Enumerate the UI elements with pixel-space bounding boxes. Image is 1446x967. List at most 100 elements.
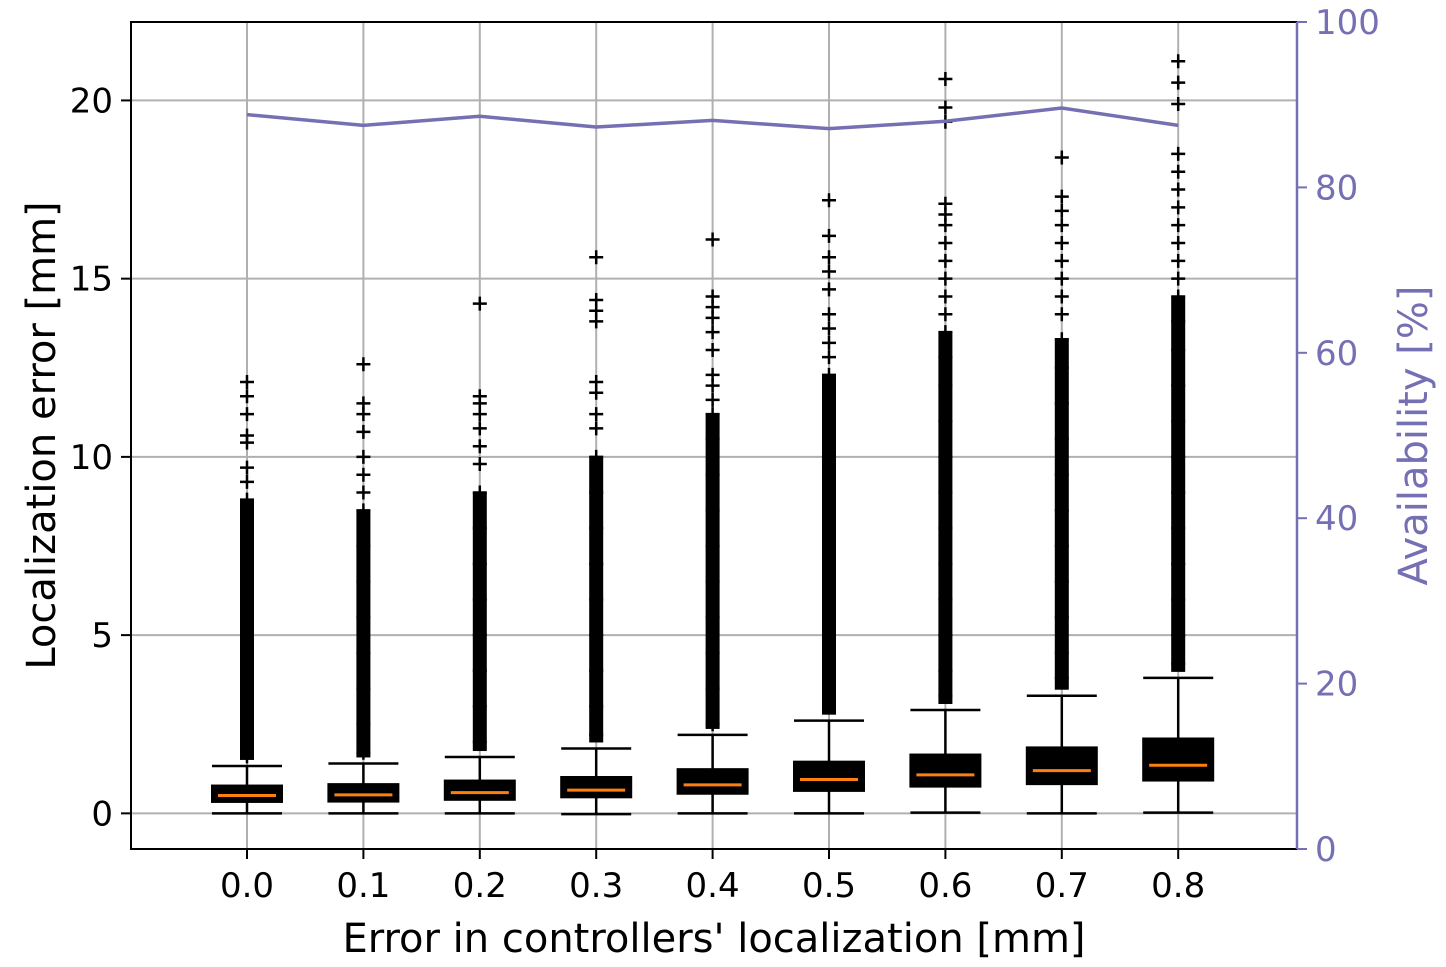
flier-marker (1054, 289, 1069, 304)
y-axis-title: Localization error [mm] (19, 201, 65, 669)
flier-band (1171, 296, 1186, 672)
flier-marker (356, 485, 371, 500)
flier-marker (1171, 164, 1186, 179)
y2-tick-label: 0 (1315, 830, 1337, 870)
flier-marker (938, 289, 953, 304)
box-body (443, 779, 516, 801)
flier-marker (938, 72, 953, 87)
flier-marker (589, 250, 604, 265)
box-group (676, 232, 749, 815)
flier-marker (1171, 182, 1186, 197)
box-group (1142, 54, 1215, 814)
y-tick-label: 0 (91, 794, 113, 834)
x-tick-label: 0.2 (453, 866, 507, 906)
box-body (327, 783, 400, 803)
flier-marker (705, 232, 720, 247)
y2-tick-label: 80 (1315, 168, 1358, 208)
flier-marker (822, 335, 836, 350)
flier-band (589, 456, 604, 743)
flier-marker (822, 250, 836, 265)
flier-marker (589, 407, 604, 422)
box-group (909, 72, 982, 814)
flier-marker (1171, 96, 1186, 111)
box-body (676, 768, 749, 795)
flier-marker (822, 350, 836, 365)
flier-marker (356, 449, 371, 464)
flier-marker (938, 307, 953, 322)
flier-marker (356, 396, 371, 411)
flier-marker (705, 392, 720, 407)
flier-marker (1054, 271, 1069, 286)
x-tick-label: 0.5 (802, 866, 856, 906)
flier-marker (822, 264, 836, 279)
box-group (211, 375, 283, 815)
flier-marker (1054, 218, 1069, 233)
x-tick-label: 0.4 (686, 866, 740, 906)
box-group (1025, 150, 1098, 815)
box-body (560, 775, 633, 799)
flier-marker (240, 407, 254, 422)
flier-marker (705, 367, 720, 382)
x-tick-label: 0.1 (336, 866, 390, 906)
boxes (211, 54, 1215, 816)
x-tick-label: 0.8 (1151, 866, 1205, 906)
flier-marker (822, 321, 836, 336)
flier-marker (1054, 150, 1069, 165)
flier-marker (1171, 236, 1186, 251)
flier-marker (1171, 218, 1186, 233)
box-body (1142, 737, 1215, 782)
flier-marker (589, 421, 604, 436)
flier-marker (938, 271, 953, 286)
flier-band (472, 492, 487, 752)
y-tick-label: 5 (91, 616, 113, 656)
availability-line (246, 106, 1179, 131)
x-tick-label: 0.7 (1035, 866, 1089, 906)
flier-marker (1171, 200, 1186, 215)
flier-marker (705, 342, 720, 357)
flier-band (356, 510, 371, 758)
flier-marker (822, 307, 836, 322)
flier-marker (938, 196, 953, 211)
flier-marker (589, 375, 604, 390)
y2-axis-title: Availability [%] (1391, 286, 1437, 586)
flier-marker (1171, 271, 1186, 286)
flier-marker (1054, 236, 1069, 251)
flier-marker (938, 253, 953, 268)
flier-marker (938, 100, 953, 115)
flier-marker (589, 293, 604, 308)
x-tick-label: 0.6 (918, 866, 972, 906)
flier-marker (240, 389, 254, 404)
box-group (443, 296, 516, 815)
x-axis-title: Error in controllers' localization [mm] (342, 916, 1085, 962)
y-tick-label: 10 (70, 438, 113, 478)
y2-tick-label: 100 (1315, 3, 1380, 43)
flier-marker (1171, 75, 1186, 90)
flier-marker (1054, 203, 1069, 218)
flier-marker (356, 357, 371, 372)
flier-band (240, 499, 254, 760)
x-tick-label: 0.0 (220, 866, 274, 906)
x-tick-label: 0.3 (569, 866, 623, 906)
flier-band (705, 414, 720, 729)
flier-marker (1171, 54, 1186, 69)
box-body (909, 753, 982, 788)
flier-marker (472, 389, 487, 404)
flier-marker (1171, 253, 1186, 268)
flier-marker (472, 457, 487, 472)
box-body (211, 784, 283, 803)
box-body (1025, 746, 1098, 786)
flier-band (938, 332, 953, 704)
flier-band (822, 374, 836, 715)
y-tick-label: 15 (70, 260, 113, 300)
box-group (793, 193, 865, 815)
y-tick-label: 20 (70, 81, 113, 121)
flier-marker (356, 424, 371, 439)
y2-tick-label: 60 (1315, 334, 1358, 374)
flier-marker (356, 467, 371, 482)
y2-tick-label: 20 (1315, 665, 1358, 705)
y2-tick-label: 40 (1315, 499, 1358, 539)
flier-marker (705, 289, 720, 304)
flier-marker (240, 474, 254, 489)
flier-marker (472, 439, 487, 454)
